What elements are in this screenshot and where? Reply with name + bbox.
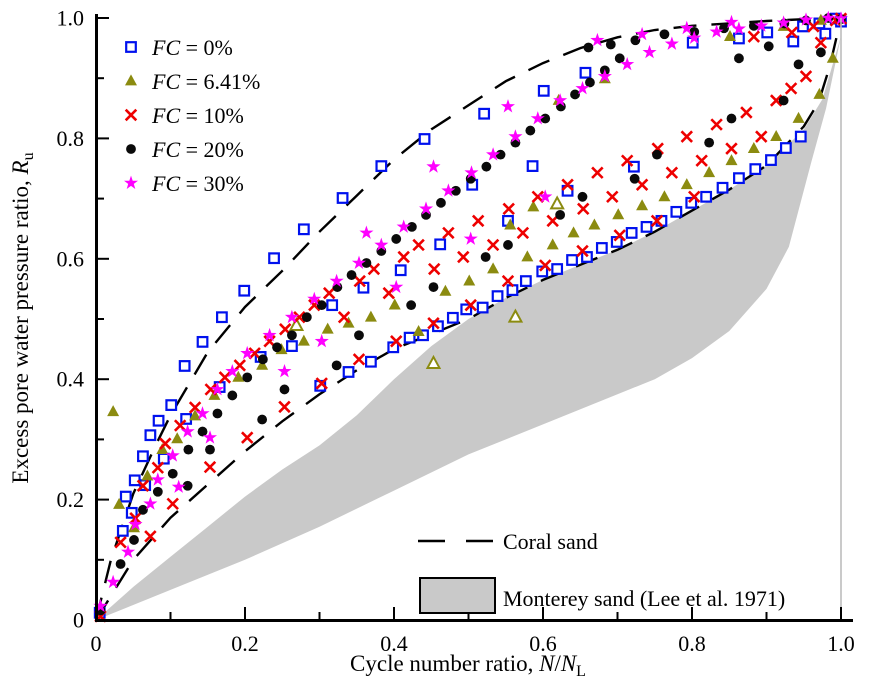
y-tick-label-0.6: 0.6 xyxy=(57,246,85,271)
fc-legend-item-0: FC = 0% xyxy=(125,35,233,60)
monterey-box-sample xyxy=(419,577,496,614)
y-tick-label-1.0: 1.0 xyxy=(57,6,85,31)
monterey-sand-label: Monterey sand (Lee et al. 1971) xyxy=(503,586,785,611)
scatter-series xyxy=(93,10,848,623)
series-fc30 xyxy=(93,10,848,613)
y-axis-title: Excess pore water pressure ratio, Ru xyxy=(8,152,37,483)
coral-sand-legend: Coral sand xyxy=(418,529,598,554)
fc-legend-label-1: FC = 6.41% xyxy=(151,69,260,94)
y-tick-label-0.2: 0.2 xyxy=(57,487,85,512)
monterey-band-region xyxy=(96,36,841,621)
fc-legend-label-2: FC = 10% xyxy=(151,103,244,128)
coral-sand-envelope-curves xyxy=(94,16,843,621)
axes xyxy=(95,14,853,622)
coral-lower-bound-curve xyxy=(94,17,843,621)
monterey-band xyxy=(96,36,841,621)
fc-legend-label-3: FC = 20% xyxy=(151,137,244,162)
coral-upper-bound-curve xyxy=(94,16,842,621)
x-tick-label-0.4: 0.4 xyxy=(380,631,408,656)
x-tick-label-0: 0 xyxy=(91,631,102,656)
x-tick-label-0.6: 0.6 xyxy=(529,631,557,656)
x-tick-label-0.8: 0.8 xyxy=(678,631,706,656)
x-tick-label-1.0: 1.0 xyxy=(827,631,855,656)
y-tick-label-0.8: 0.8 xyxy=(57,126,85,151)
y-tick-label-0: 0 xyxy=(73,608,84,633)
series-fc10 xyxy=(94,12,848,623)
coral-sand-label: Coral sand xyxy=(503,529,598,554)
fc-legend-item-4: FC = 30% xyxy=(124,171,244,196)
fc-legend-item-3: FC = 20% xyxy=(126,137,244,162)
monterey-sand-legend: Monterey sand (Lee et al. 1971) xyxy=(419,577,785,614)
fc-legend-label-4: FC = 30% xyxy=(151,171,244,196)
tick-labels: 0 0.2 0.4 0.6 0.8 1.0 0 0.2 0.4 0.6 0.8 1.0 xyxy=(57,6,855,657)
x-axis-title: Cycle number ratio, N/NL xyxy=(350,651,586,680)
series-fc6.41 xyxy=(107,12,847,533)
fc-legend-label-0: FC = 0% xyxy=(151,35,233,60)
fc-legend-item-1: FC = 6.41% xyxy=(125,69,260,94)
x-tick-label-0.2: 0.2 xyxy=(231,631,259,656)
y-tick-label-0.4: 0.4 xyxy=(57,367,85,392)
fc-legend-item-2: FC = 10% xyxy=(124,103,244,128)
fc-legend: FC = 0% FC = 6.41% FC = 10% FC = 20% FC = 30… xyxy=(124,35,260,196)
